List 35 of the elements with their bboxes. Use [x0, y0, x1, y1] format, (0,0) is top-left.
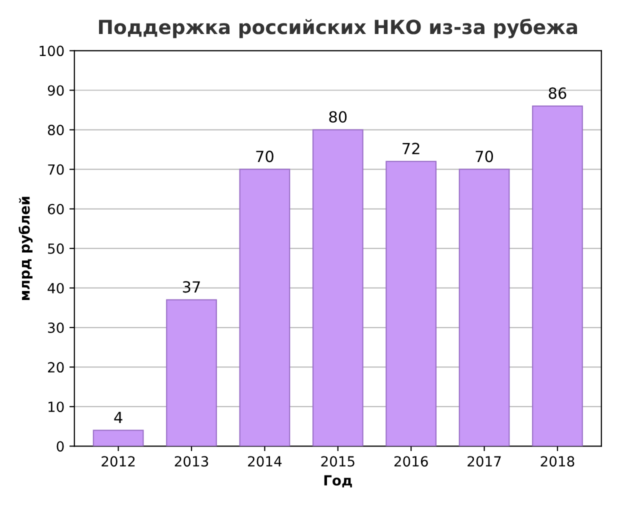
y-tick-label: 30	[48, 322, 64, 333]
bar	[166, 299, 217, 446]
data-label: 72	[402, 142, 420, 154]
y-tick-label: 90	[48, 85, 64, 96]
bar	[239, 168, 290, 446]
data-label: 37	[182, 281, 200, 293]
bar	[386, 160, 437, 446]
bar	[458, 168, 510, 446]
x-axis-title: Год	[324, 475, 352, 488]
y-tick-label: 40	[48, 282, 64, 294]
y-tick-label: 70	[48, 164, 64, 175]
chart-title: Поддержка российских НКО из-за рубежа	[99, 18, 578, 38]
y-tick-label: 20	[48, 362, 64, 373]
bar	[92, 430, 144, 446]
y-tick-label: 80	[48, 124, 64, 136]
y-tick-label: 60	[48, 204, 64, 214]
x-tick-label: 2016	[394, 456, 428, 467]
data-label: 4	[114, 412, 122, 423]
bar	[532, 106, 583, 446]
y-tick-label: 100	[40, 46, 64, 56]
data-label: 80	[329, 111, 347, 123]
data-label: 86	[548, 87, 566, 99]
data-label: 70	[256, 150, 274, 162]
x-tick-label: 2014	[248, 456, 282, 467]
data-label: 70	[476, 150, 493, 162]
y-tick-label: 10	[48, 402, 64, 412]
x-tick-label: 2018	[540, 456, 574, 467]
x-tick-label: 2012	[102, 456, 135, 467]
x-tick-label: 2015	[321, 456, 354, 467]
x-tick-label: 2017	[468, 456, 501, 467]
y-tick-label: 50	[48, 243, 64, 254]
x-tick-label: 2013	[174, 456, 208, 467]
y-axis-title: млрд рублей	[18, 196, 33, 300]
y-tick-label: 0	[56, 441, 64, 452]
bar	[312, 129, 364, 446]
